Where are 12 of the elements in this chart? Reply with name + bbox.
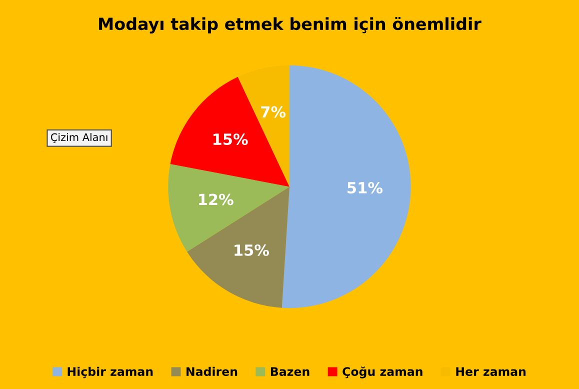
data-label: 51% bbox=[348, 182, 383, 194]
data-label: 12% bbox=[199, 194, 234, 206]
legend-label: Nadiren bbox=[186, 366, 238, 376]
chart-title: Modayı takip etmek benim için önemlidir bbox=[99, 17, 482, 34]
legend-label: Her zaman bbox=[456, 367, 526, 376]
data-label: 7% bbox=[261, 106, 286, 118]
data-label: 15% bbox=[234, 244, 269, 256]
data-label: 15% bbox=[213, 133, 248, 146]
legend-label: Bazen bbox=[270, 367, 310, 376]
legend-label: Çoğu zaman bbox=[342, 366, 422, 378]
legend-label: Hiçbir zaman bbox=[68, 366, 153, 378]
text: Çizim Alanı bbox=[50, 133, 108, 143]
